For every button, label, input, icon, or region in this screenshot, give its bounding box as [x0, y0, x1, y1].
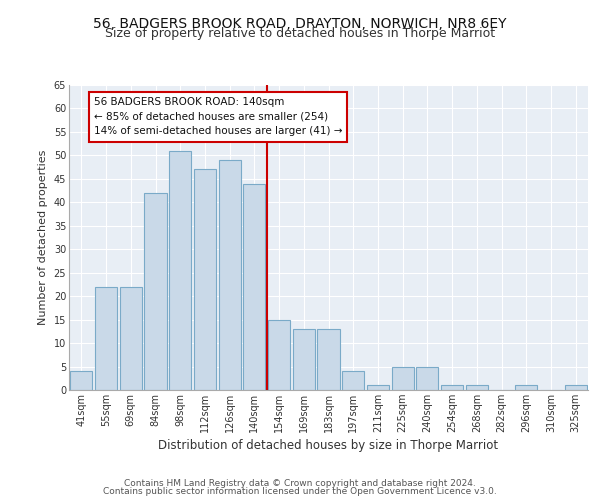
- Text: Contains public sector information licensed under the Open Government Licence v3: Contains public sector information licen…: [103, 487, 497, 496]
- Bar: [565, 386, 587, 390]
- Bar: [515, 386, 538, 390]
- Bar: [441, 386, 463, 390]
- Bar: [293, 329, 315, 390]
- Text: 56, BADGERS BROOK ROAD, DRAYTON, NORWICH, NR8 6EY: 56, BADGERS BROOK ROAD, DRAYTON, NORWICH…: [93, 18, 507, 32]
- Bar: [268, 320, 290, 390]
- Bar: [218, 160, 241, 390]
- Bar: [367, 386, 389, 390]
- Bar: [243, 184, 265, 390]
- Bar: [416, 366, 439, 390]
- Bar: [70, 371, 92, 390]
- Bar: [119, 287, 142, 390]
- Bar: [466, 386, 488, 390]
- X-axis label: Distribution of detached houses by size in Thorpe Marriot: Distribution of detached houses by size …: [158, 439, 499, 452]
- Bar: [317, 329, 340, 390]
- Bar: [169, 150, 191, 390]
- Bar: [342, 371, 364, 390]
- Y-axis label: Number of detached properties: Number of detached properties: [38, 150, 48, 325]
- Bar: [392, 366, 414, 390]
- Text: 56 BADGERS BROOK ROAD: 140sqm
← 85% of detached houses are smaller (254)
14% of : 56 BADGERS BROOK ROAD: 140sqm ← 85% of d…: [94, 96, 342, 136]
- Bar: [95, 287, 117, 390]
- Text: Size of property relative to detached houses in Thorpe Marriot: Size of property relative to detached ho…: [105, 28, 495, 40]
- Bar: [145, 193, 167, 390]
- Bar: [194, 170, 216, 390]
- Text: Contains HM Land Registry data © Crown copyright and database right 2024.: Contains HM Land Registry data © Crown c…: [124, 478, 476, 488]
